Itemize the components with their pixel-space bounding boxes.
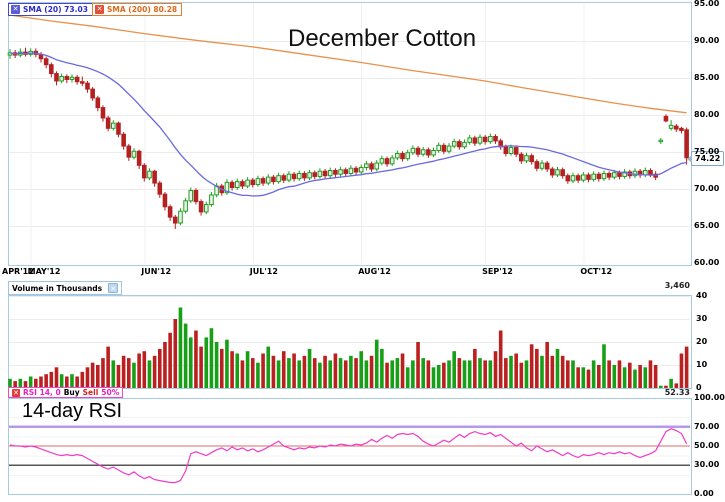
rsi-axis-label: 70.00	[694, 421, 720, 431]
volume-axis-label: 40	[696, 291, 708, 300]
last-price-tag: 74.22	[686, 151, 725, 166]
volume-last-value: 3,460	[664, 281, 690, 290]
month-label: JUL'12	[249, 267, 278, 276]
price-axis-label: 85.00	[694, 73, 720, 82]
price-axis-label: 60.00	[694, 258, 720, 267]
price-axis-label: 70.00	[694, 184, 720, 193]
close-icon[interactable]: ✕	[12, 388, 20, 397]
sma20-legend-label: SMA (20) 73.03	[23, 5, 88, 14]
price-axis-label: 75.00	[694, 147, 720, 156]
rsi-legend[interactable]: ✕ RSI 14, 0 Buy Sell 50%	[8, 387, 124, 398]
rsi-buy-label[interactable]: Buy	[63, 388, 80, 397]
rsi-sell-label[interactable]: Sell	[82, 388, 99, 397]
sma20-legend[interactable]: ✕ SMA (20) 73.03	[8, 3, 93, 16]
month-label: SEP'12	[482, 267, 513, 276]
month-label: OCT'12	[580, 267, 613, 276]
close-icon[interactable]: ✕	[95, 5, 104, 14]
rsi-axis-label: 30.00	[694, 460, 720, 470]
rsi-threshold-label: 50%	[101, 388, 120, 397]
month-label: APR'12	[2, 267, 34, 276]
price-axis-label: 65.00	[694, 221, 720, 230]
volume-axis-label: 30	[696, 314, 708, 323]
volume-axis-label: 10	[696, 360, 708, 369]
chart-title: December Cotton	[288, 25, 477, 52]
close-icon[interactable]: ✕	[108, 283, 119, 293]
volume-tab[interactable]: Volume in Thousands ✕	[8, 281, 123, 295]
rsi-last-value: 52.33	[664, 388, 690, 397]
rsi-axis-label: 0.00	[694, 489, 714, 498]
price-axis-label: 90.00	[694, 36, 720, 45]
volume-axis-label: 0	[696, 383, 702, 392]
sma200-legend[interactable]: ✕ SMA (200) 80.28	[92, 3, 183, 16]
rsi-axis-label: 50.00	[694, 441, 720, 450]
rsi-axis-label: 100.00	[694, 393, 725, 402]
month-label: JUN'12	[141, 267, 172, 276]
month-label: MAY'12	[27, 267, 61, 276]
rsi-legend-label: RSI 14, 0	[23, 388, 61, 397]
sma200-legend-label: SMA (200) 80.28	[107, 5, 178, 14]
volume-tab-label: Volume in Thousands	[12, 283, 103, 293]
month-label: AUG'12	[358, 267, 391, 276]
price-axis-label: 80.00	[694, 110, 720, 119]
volume-axis-label: 20	[696, 337, 708, 346]
rsi-annotation: 14-day RSI	[22, 400, 123, 422]
price-axis-label: 95.00	[694, 0, 720, 8]
close-icon[interactable]: ✕	[11, 5, 20, 14]
